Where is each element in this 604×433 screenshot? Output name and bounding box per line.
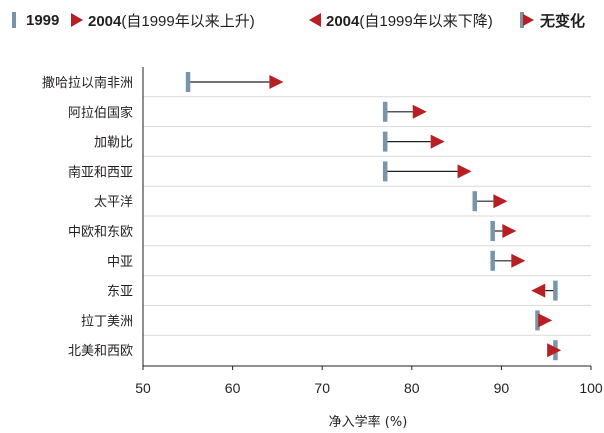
marker-1999 (490, 251, 495, 271)
legend-bar-icon (12, 12, 16, 28)
marker-1999 (383, 161, 388, 181)
legend-glyph (518, 11, 536, 29)
legend-label-note: (自1999年以来上升) (121, 13, 254, 30)
legend-right-arrow-icon (523, 14, 534, 26)
legend-left-arrow-icon (309, 13, 321, 27)
marker-1999 (473, 191, 478, 211)
marker-2004 (431, 135, 445, 149)
category-label: 南亚和西亚 (68, 164, 133, 180)
marker-2004 (493, 194, 507, 208)
category-label: 中亚 (107, 255, 133, 270)
marker-2004 (538, 313, 552, 327)
marker-2004 (502, 224, 516, 238)
x-tick-label: 70 (314, 380, 330, 396)
legend-right-arrow-icon (71, 13, 83, 27)
chart-legend: 1999 2004(自1999年以来上升) 2004(自1999年以来下降) 无变化 (8, 6, 604, 32)
category-labels: 撒哈拉以南非洲阿拉伯国家加勒比南亚和西亚太平洋中欧和东欧中亚东亚拉丁美洲北美和西… (42, 75, 133, 359)
marker-1999 (490, 221, 495, 241)
x-tick-label: 60 (225, 380, 241, 396)
marker-2004 (531, 284, 545, 298)
marker-2004 (511, 254, 525, 268)
marker-1999 (383, 132, 388, 152)
category-label: 撒哈拉以南非洲 (42, 75, 133, 91)
legend-label: 2004(自1999年以来下降) (326, 10, 493, 31)
category-label: 东亚 (107, 285, 133, 300)
category-label: 太平洋 (94, 195, 133, 210)
legend-glyph (8, 11, 22, 29)
legend-label: 1999 (26, 12, 59, 29)
marker-1999 (186, 72, 191, 92)
legend-label-main: 2004 (326, 13, 359, 30)
x-tick-label: 90 (494, 380, 510, 396)
legend-item: 2004(自1999年以来下降) (308, 10, 493, 30)
marker-2004 (458, 164, 472, 178)
legend-label: 2004(自1999年以来上升) (88, 10, 255, 31)
x-axis-ticks: 50 60 70 80 90 100 (135, 366, 603, 396)
marker-1999 (383, 102, 388, 122)
x-tick-label: 80 (404, 380, 420, 396)
legend-label-main: 2004 (88, 13, 121, 30)
legend-item: 1999 (8, 10, 59, 30)
category-label: 中欧和东欧 (68, 225, 133, 240)
legend-item: 无变化 (518, 10, 585, 30)
category-label: 拉丁美洲 (81, 314, 133, 329)
x-tick-label: 50 (135, 380, 151, 396)
marker-2004 (269, 75, 283, 89)
category-label: 加勒比 (94, 136, 133, 151)
legend-glyph (308, 11, 322, 29)
x-tick-label: 100 (579, 380, 603, 396)
category-label: 北美和西欧 (68, 344, 133, 359)
marker-1999 (553, 281, 558, 301)
marker-2004 (413, 105, 427, 119)
legend-label-note: (自1999年以来下降) (359, 13, 492, 30)
category-label: 阿拉伯国家 (68, 105, 133, 121)
grid-lines (143, 97, 591, 335)
legend-label-main: 1999 (26, 12, 59, 29)
x-axis-title: 净入学率 (%) (329, 414, 408, 430)
legend-label-main: 无变化 (540, 13, 585, 30)
legend-glyph (70, 11, 84, 29)
legend-label: 无变化 (540, 10, 585, 31)
legend-item: 2004(自1999年以来上升) (70, 10, 255, 30)
